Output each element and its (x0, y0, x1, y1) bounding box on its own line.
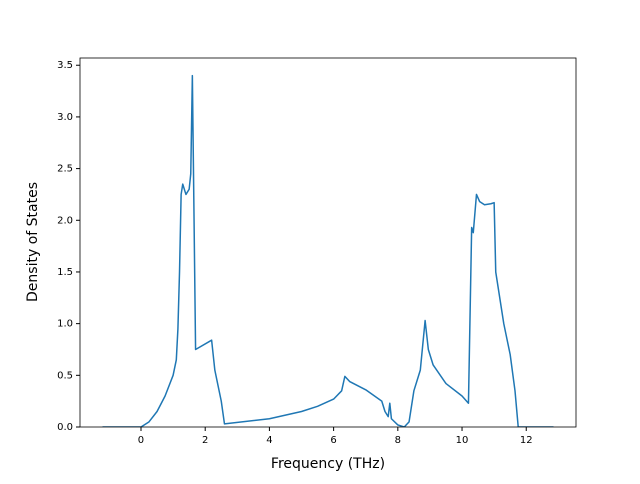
y-tick-label: 1.5 (57, 267, 73, 278)
x-axis-label: Frequency (THz) (271, 456, 385, 472)
y-axis-label: Density of States (25, 182, 41, 302)
x-tick-label: 4 (266, 435, 272, 446)
y-tick-label: 3.0 (57, 112, 73, 123)
x-tick-label: 8 (395, 435, 401, 446)
y-tick-label: 3.5 (57, 60, 73, 71)
plot-frame (79, 57, 577, 428)
y-tick-label: 0.0 (57, 422, 73, 433)
y-tick-label: 2.0 (57, 215, 73, 226)
line-series (102, 74, 554, 427)
y-tick-label: 2.5 (57, 164, 73, 175)
x-tick-label: 12 (520, 435, 533, 446)
x-tick-label: 0 (138, 435, 144, 446)
y-tick-label: 1.0 (57, 319, 73, 330)
y-tick-label: 0.5 (57, 370, 73, 381)
x-tick-label: 6 (330, 435, 336, 446)
x-tick-label: 10 (456, 435, 469, 446)
x-tick-label: 2 (202, 435, 208, 446)
